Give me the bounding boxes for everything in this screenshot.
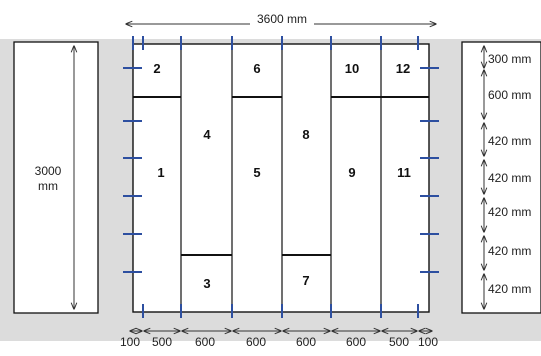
right-spacing-label: 420 mm (488, 205, 531, 219)
panel-number: 10 (345, 61, 359, 76)
left-reference-panel (13, 41, 99, 314)
bottom-spacing-label: 600 (246, 335, 266, 349)
bottom-spacing-label: 500 (389, 335, 409, 349)
right-spacing-label: 420 mm (488, 244, 531, 258)
panel-number: 7 (302, 273, 309, 288)
panel-number: 6 (253, 61, 260, 76)
panel-number: 12 (396, 61, 410, 76)
right-reference-panel (461, 41, 541, 314)
bottom-spacing-label: 600 (195, 335, 215, 349)
bottom-spacing-label: 100 (418, 335, 438, 349)
panel-number: 9 (348, 165, 355, 180)
panel-number: 5 (253, 165, 260, 180)
bottom-spacing-label: 100 (120, 335, 140, 349)
height-dimension-unit: mm (38, 179, 58, 193)
panel-number: 8 (302, 127, 309, 142)
panel-number: 2 (153, 61, 160, 76)
panel-number: 4 (203, 127, 211, 142)
panel-number: 3 (203, 276, 210, 291)
right-spacing-label: 420 mm (488, 282, 531, 296)
right-spacing-label: 420 mm (488, 171, 531, 185)
bottom-spacing-label: 500 (152, 335, 172, 349)
right-spacing-label: 420 mm (488, 134, 531, 148)
door-frame (132, 43, 430, 313)
panel-number: 11 (397, 165, 411, 180)
panel-number: 1 (157, 165, 164, 180)
right-tick-marks (420, 67, 439, 273)
bottom-spacing-label: 600 (346, 335, 366, 349)
height-dimension-value: 3000 (35, 164, 62, 178)
bottom-spacing-label: 600 (296, 335, 316, 349)
bottom-tick-marks (142, 304, 419, 318)
right-spacing-label: 300 mm (488, 52, 531, 66)
right-spacing-label: 600 mm (488, 88, 531, 102)
left-tick-marks (123, 67, 142, 273)
width-dimension-label-bg (250, 11, 314, 27)
width-dimension-label: 3600 mm (257, 12, 307, 26)
top-tick-marks (132, 36, 419, 50)
